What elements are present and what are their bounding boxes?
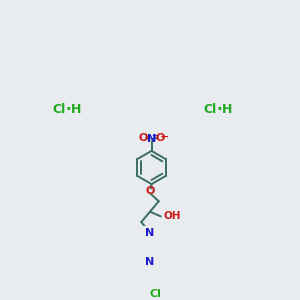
- Text: O: O: [145, 186, 155, 196]
- Text: H: H: [222, 103, 232, 116]
- Text: O: O: [155, 133, 164, 143]
- Text: Cl: Cl: [149, 289, 161, 298]
- Text: N: N: [146, 227, 154, 238]
- Text: Cl: Cl: [204, 103, 217, 116]
- Text: OH: OH: [164, 212, 182, 221]
- Text: ·: ·: [66, 102, 71, 117]
- Text: H: H: [71, 103, 81, 116]
- Text: N: N: [146, 257, 154, 267]
- Text: +: +: [152, 133, 158, 139]
- Text: O: O: [139, 133, 148, 143]
- Text: −: −: [160, 132, 169, 142]
- Text: Cl: Cl: [53, 103, 66, 116]
- Text: N: N: [147, 134, 156, 144]
- Text: ·: ·: [217, 102, 222, 117]
